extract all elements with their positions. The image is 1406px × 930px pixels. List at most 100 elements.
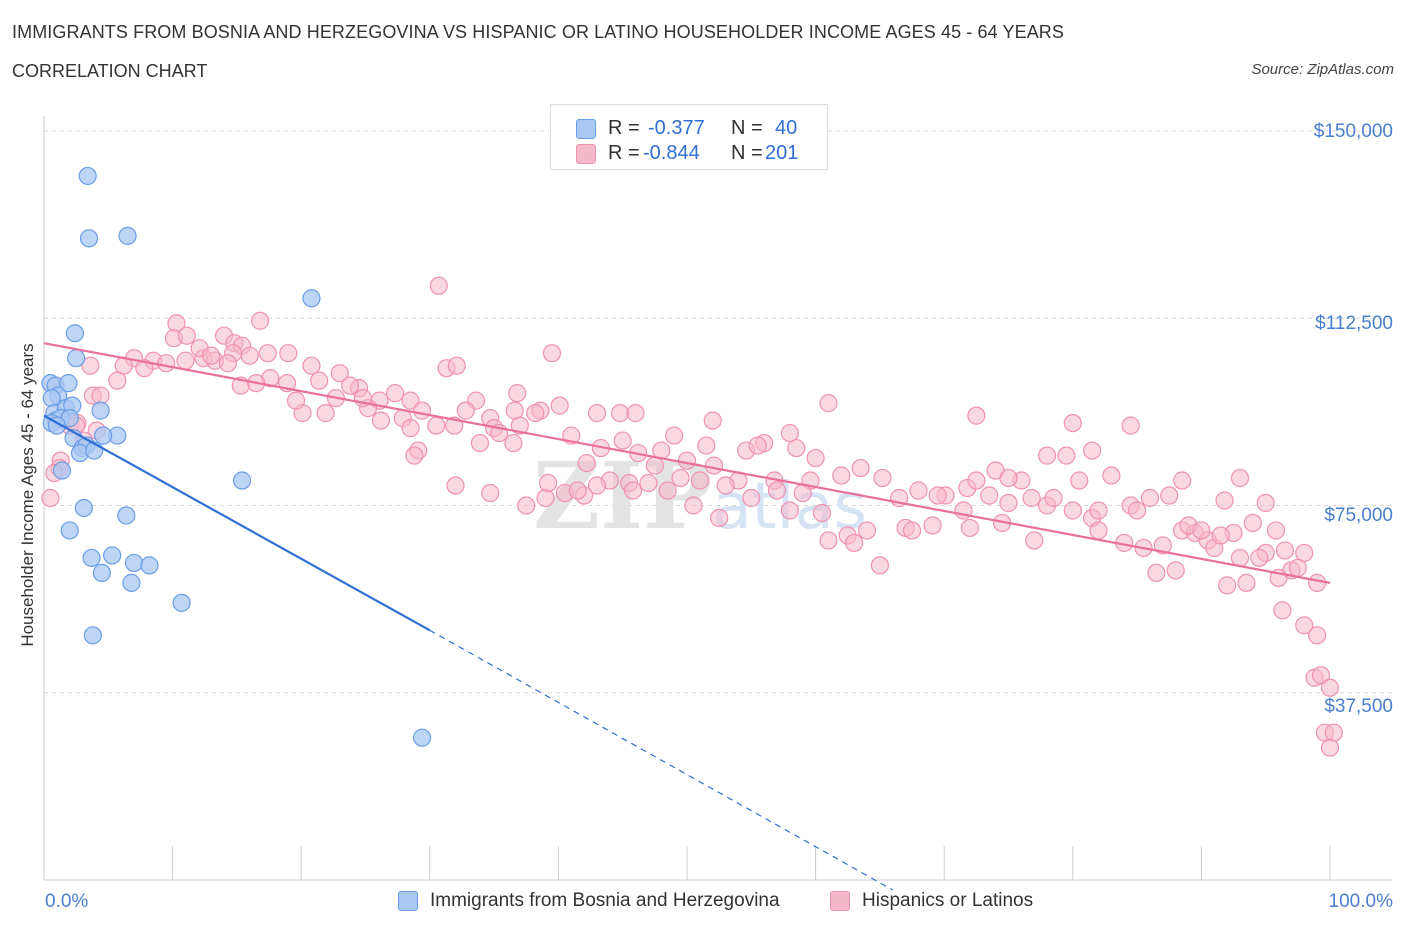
bosnia-point: [118, 226, 137, 245]
hispanic-point: [330, 364, 349, 383]
stats-swatch-hispanic: [576, 144, 596, 164]
hispanic-point: [980, 486, 999, 505]
hispanic-point: [1082, 441, 1102, 460]
hispanic-point: [135, 359, 154, 378]
hispanic-point: [658, 481, 677, 500]
hispanic-point: [1147, 563, 1166, 583]
hispanic-point: [793, 483, 812, 503]
hispanic-point: [851, 458, 870, 478]
hispanic-point: [470, 433, 490, 453]
hispanic-point: [1218, 576, 1237, 595]
hispanic-point: [550, 396, 569, 415]
legend-item-bosnia[interactable]: Immigrants from Bosnia and Herzegovina: [398, 890, 780, 912]
y-tick-label-112500: $112,500: [1315, 313, 1393, 334]
hispanic-point: [742, 488, 761, 508]
hispanic-point: [645, 456, 664, 475]
stats-swatch-bosnia: [576, 119, 596, 139]
hispanic-point: [902, 521, 922, 540]
y-tick-label-37500: $37,500: [1324, 696, 1393, 717]
hispanic-point: [1320, 678, 1340, 697]
stats-row-bosnia: R = -0.377 N = 40: [551, 113, 827, 143]
hispanic-point: [1273, 601, 1292, 620]
hispanic-point: [577, 453, 596, 473]
stats-row-hispanic: R = -0.844 N = 201: [551, 138, 827, 168]
hispanic-point: [108, 371, 127, 390]
chart-subtitle: CORRELATION CHART: [12, 61, 208, 81]
hispanic-point: [1295, 543, 1314, 563]
hispanic-point: [1173, 471, 1192, 490]
hispanic-point: [923, 516, 942, 535]
stats-box: R = -0.377 N = 40 R = -0.844 N = 201: [550, 104, 828, 170]
hispanic-point: [1089, 501, 1108, 520]
legend-swatch-bosnia: [398, 891, 418, 911]
hispanic-point: [1160, 486, 1179, 505]
stats-r-label-bosnia: R =: [608, 116, 640, 139]
legend-label-hispanic: Hispanics or Latinos: [862, 890, 1034, 911]
bosnia-point: [140, 556, 159, 575]
legend-item-hispanic[interactable]: Hispanics or Latinos: [830, 890, 1033, 912]
hispanic-point: [832, 466, 851, 485]
stats-n-label-bosnia: N =: [731, 116, 763, 139]
hispanic-point: [671, 468, 690, 488]
bosnia-point: [78, 166, 97, 186]
hispanic-point: [1166, 561, 1185, 580]
bosnia-point: [91, 401, 110, 420]
hispanic-point: [401, 418, 420, 438]
bosnia-point: [124, 553, 144, 573]
hispanic-point: [508, 384, 527, 403]
hispanic-point: [1230, 548, 1250, 568]
bosnia-point: [83, 626, 102, 645]
stats-r-label-hispanic: R =: [608, 141, 640, 164]
bosnia-point: [79, 229, 99, 248]
hispanic-point: [1308, 573, 1327, 592]
hispanic-point: [456, 401, 475, 420]
source-label: Source: ZipAtlas.com: [1251, 61, 1394, 78]
hispanic-point: [1037, 446, 1057, 465]
bosnia-point: [59, 374, 78, 393]
hispanic-point: [1063, 413, 1082, 433]
hispanic-point: [623, 481, 643, 500]
hispanic-point: [1250, 548, 1269, 568]
legend-label-bosnia: Immigrants from Bosnia and Herzegovina: [430, 890, 780, 911]
bosnia-point: [52, 461, 72, 480]
hispanic-point: [1127, 501, 1147, 520]
y-tick-label-150000: $150,000: [1313, 121, 1393, 142]
hispanic-point: [587, 476, 607, 495]
bosnia-point: [42, 389, 61, 408]
stats-n-value-bosnia: 40: [775, 116, 798, 139]
bosnia-point: [172, 593, 191, 612]
hispanic-point: [1288, 558, 1307, 578]
hispanic-point: [202, 346, 221, 365]
hispanic-point: [1102, 466, 1121, 485]
hispanic-point: [690, 471, 709, 490]
hispanic-point: [526, 404, 545, 423]
y-tick-label-75000: $75,000: [1324, 505, 1393, 526]
hispanic-point: [1022, 488, 1041, 508]
stats-r-value-hispanic: -0.844: [643, 141, 700, 164]
hispanic-point: [177, 326, 196, 345]
bosnia-trend-line-extrapolated: [429, 629, 894, 891]
hispanic-point: [1057, 446, 1076, 465]
bosnia-point: [60, 521, 79, 540]
bosnia-point: [94, 426, 113, 445]
bosnia-point: [412, 728, 432, 747]
hispanic-point: [412, 401, 432, 420]
hispanic-point: [716, 476, 735, 495]
hispanic-point: [767, 481, 787, 500]
hispanic-point: [1063, 501, 1082, 520]
hispanic-point: [1089, 521, 1108, 540]
hispanic-point: [1308, 626, 1327, 645]
hispanic-point: [1295, 616, 1314, 635]
hispanic-point: [710, 508, 729, 528]
x-tick-label-min: 0.0%: [45, 891, 89, 912]
bosnia-point: [74, 498, 93, 518]
bosnia-point: [117, 506, 136, 525]
hispanic-point: [639, 473, 658, 493]
hispanic-trend-line: [43, 342, 1331, 584]
hispanic-point: [812, 503, 832, 523]
hispanic-point: [446, 476, 465, 495]
hispanic-point: [1324, 723, 1343, 742]
hispanic-point: [385, 384, 405, 403]
hispanic-point: [587, 404, 607, 423]
